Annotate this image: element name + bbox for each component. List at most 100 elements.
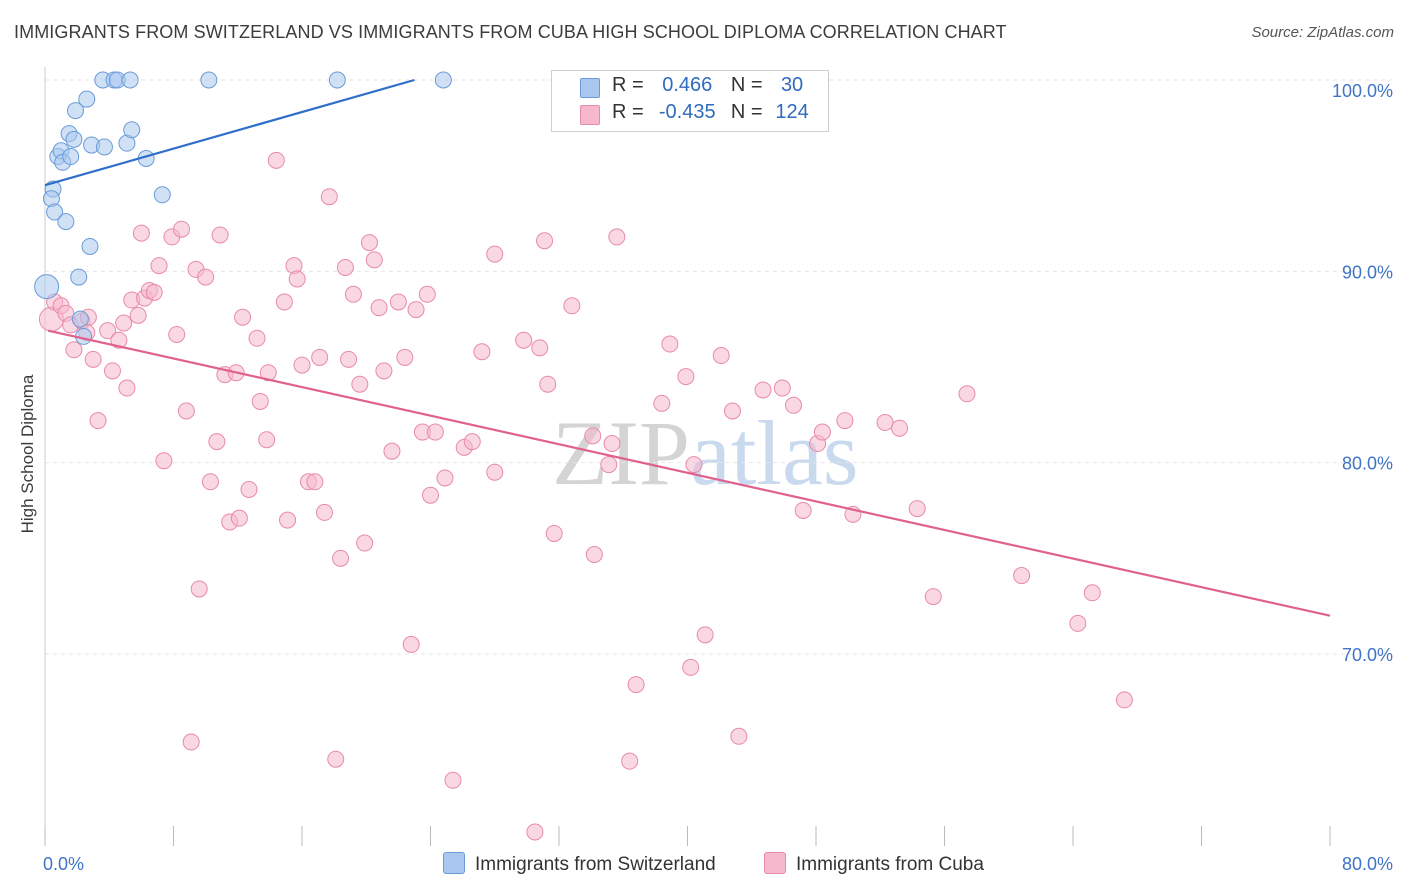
cuba-point xyxy=(603,435,621,453)
cuba-point xyxy=(891,419,909,437)
bottom-legend-swatch-cuba xyxy=(764,852,786,874)
cuba-point xyxy=(208,433,226,451)
watermark: ZIPatlas xyxy=(552,400,859,506)
switzerland-point xyxy=(57,213,75,231)
cuba-point xyxy=(730,727,748,745)
cuba-point xyxy=(173,220,191,238)
cuba-point xyxy=(84,350,102,368)
chart-title: IMMIGRANTS FROM SWITZERLAND VS IMMIGRANT… xyxy=(14,22,1007,42)
cuba-point xyxy=(288,270,306,288)
cuba-point xyxy=(531,339,549,357)
cuba-point xyxy=(145,283,163,301)
cuba-point xyxy=(426,423,444,441)
cuba-point xyxy=(103,362,121,380)
cuba-point xyxy=(365,251,383,269)
switzerland-point xyxy=(78,90,96,108)
cuba-point xyxy=(418,285,436,303)
bottom-legend-cuba: Immigrants from Cuba xyxy=(764,852,984,876)
cuba-point xyxy=(515,331,533,349)
source-label: Source: ZipAtlas.com xyxy=(1251,24,1394,41)
cuba-point xyxy=(653,394,671,412)
switzerland-point xyxy=(200,71,218,89)
legend-n-label: N = xyxy=(730,74,763,96)
cuba-point xyxy=(293,356,311,374)
cuba-point xyxy=(344,285,362,303)
cuba-point xyxy=(407,301,425,319)
cuba-point xyxy=(389,293,407,311)
cuba-point xyxy=(545,524,563,542)
switzerland-point xyxy=(81,237,99,255)
y-tick-label: 90.0% xyxy=(1342,262,1393,282)
cuba-point xyxy=(677,368,695,386)
y-tick-label: 70.0% xyxy=(1342,645,1393,665)
cuba-point xyxy=(526,823,544,841)
cuba-point xyxy=(486,245,504,263)
cuba-point xyxy=(336,259,354,277)
cuba-point xyxy=(924,588,942,606)
cuba-point xyxy=(754,381,772,399)
bottom-legend-label-cuba: Immigrants from Cuba xyxy=(796,854,984,875)
switzerland-point xyxy=(153,186,171,204)
cuba-point xyxy=(99,322,117,340)
cuba-point xyxy=(785,396,803,414)
cuba-point xyxy=(712,347,730,365)
cuba-point xyxy=(315,503,333,521)
cuba-point xyxy=(275,293,293,311)
cuba-point xyxy=(1013,567,1031,585)
bottom-legend-label-switzerland: Immigrants from Switzerland xyxy=(475,854,716,875)
cuba-point xyxy=(259,364,277,382)
cuba-point xyxy=(773,379,791,397)
cuba-point xyxy=(600,456,618,474)
cuba-point xyxy=(1083,584,1101,602)
cuba-point xyxy=(234,308,252,326)
switzerland-point xyxy=(71,310,89,328)
cuba-point xyxy=(89,412,107,430)
switzerland-point xyxy=(46,203,64,221)
cuba-point xyxy=(422,486,439,504)
switzerland-point xyxy=(65,130,83,148)
legend-n-value: 30 xyxy=(780,74,804,96)
cuba-point xyxy=(190,580,208,598)
switzerland-point xyxy=(121,71,139,89)
switzerland-point xyxy=(434,71,452,89)
y-tick-label: 100.0% xyxy=(1332,81,1393,101)
cuba-point xyxy=(150,257,168,275)
y-tick-label: 80.0% xyxy=(1342,454,1393,474)
cuba-point xyxy=(585,546,603,564)
switzerland-point xyxy=(328,71,346,89)
cuba-point xyxy=(201,473,219,491)
cuba-point xyxy=(463,433,481,451)
cuba-point xyxy=(958,385,976,403)
cuba-point xyxy=(539,375,557,393)
cuba-point xyxy=(836,412,854,430)
cuba-point xyxy=(608,228,626,246)
cuba-point xyxy=(197,268,215,286)
cuba-point xyxy=(129,306,147,324)
legend-n-value: 124 xyxy=(775,101,809,123)
cuba-point xyxy=(248,329,266,347)
legend-n-label: N = xyxy=(730,101,763,123)
cuba-point xyxy=(311,348,329,366)
cuba-point xyxy=(258,431,276,449)
bottom-legend-switzerland: Immigrants from Switzerland xyxy=(443,852,716,876)
cuba-point xyxy=(351,375,369,393)
cuba-point xyxy=(132,224,150,242)
cuba-point xyxy=(444,771,462,789)
cuba-point xyxy=(584,427,602,445)
cuba-point xyxy=(177,402,195,420)
cuba-point xyxy=(320,188,338,206)
x-tick-label: 0.0% xyxy=(43,854,84,874)
watermark-zip: ZIP xyxy=(552,402,690,504)
cuba-point xyxy=(118,379,136,397)
cuba-point xyxy=(876,413,894,431)
cuba-point xyxy=(563,297,581,315)
cuba-point xyxy=(813,423,831,441)
cuba-point xyxy=(396,348,414,366)
cuba-point xyxy=(383,442,401,460)
cuba-point xyxy=(375,362,393,380)
cuba-trend-line xyxy=(47,329,1331,617)
legend-swatch-switzerland xyxy=(580,78,600,98)
cuba-point xyxy=(110,331,128,349)
cuba-point xyxy=(1069,614,1087,632)
